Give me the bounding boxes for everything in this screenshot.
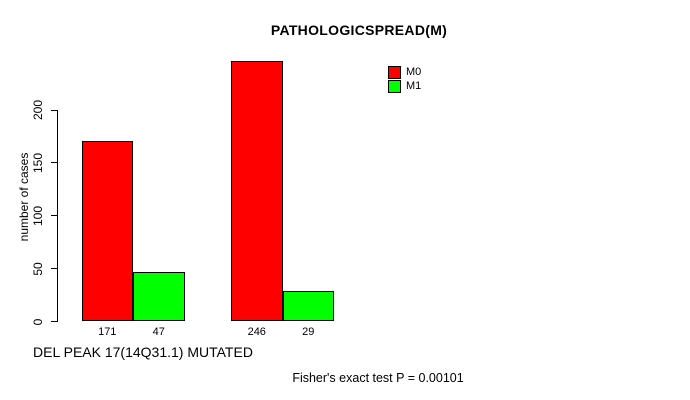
m0-color-swatch (388, 65, 401, 79)
y-tick-label: 200 (31, 99, 45, 121)
y-tick-mark (51, 215, 58, 217)
y-tick-label: 0 (31, 318, 45, 325)
legend-label: M1 (406, 80, 422, 92)
y-tick-label: 150 (31, 152, 45, 173)
bar-m1-group1 (133, 271, 185, 322)
fisher-test-annotation: Fisher's exact test P = 0.00101 (292, 371, 464, 385)
bar-value-label: 171 (98, 326, 117, 338)
legend: M0 M1 (388, 65, 421, 93)
legend-item-m1: M1 (388, 79, 421, 93)
bar-m0-group1 (81, 140, 133, 322)
m1-color-swatch (388, 79, 401, 93)
x-axis-label: DEL PEAK 17(14Q31.1) MUTATED (33, 344, 253, 360)
legend-item-m0: M0 (388, 65, 421, 79)
bar-value-label: 246 (247, 326, 266, 338)
bar-value-label: 29 (302, 326, 315, 338)
bar-value-label: 47 (152, 326, 165, 338)
legend-label: M0 (406, 66, 422, 78)
chart-title: PATHOLOGICSPREAD(M) (270, 22, 448, 38)
y-tick-label: 50 (31, 261, 45, 276)
y-tick-mark (51, 162, 58, 164)
y-tick-mark (51, 268, 58, 270)
y-tick-mark (51, 321, 58, 322)
y-tick-label: 100 (31, 205, 45, 226)
y-tick-mark (51, 109, 58, 111)
bar-m1-group2 (282, 290, 334, 322)
bar-m0-group2 (231, 61, 283, 322)
y-axis-label: number of cases (17, 152, 31, 242)
